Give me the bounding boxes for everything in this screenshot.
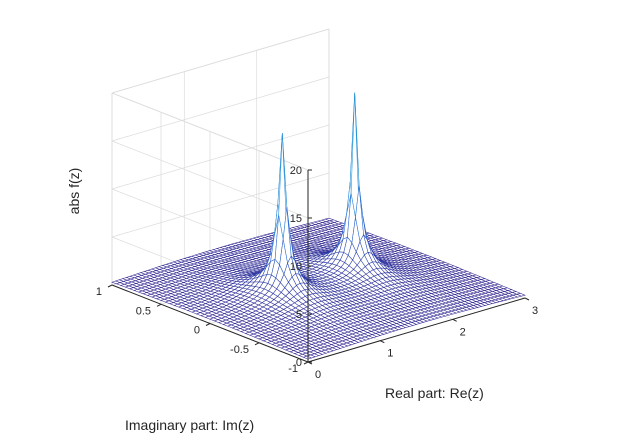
box-edge	[111, 92, 309, 171]
x-axis-line	[307, 297, 526, 363]
x-tick-mark	[380, 340, 385, 344]
y-tick-label: 1	[96, 286, 102, 298]
y-tick-mark	[205, 323, 211, 326]
y-tick-mark	[156, 303, 162, 307]
x-tick-label: 0	[315, 369, 321, 381]
x-tick-mark	[452, 318, 457, 322]
x-axis-label: Real part: Re(z)	[385, 385, 484, 401]
surface-mesh	[111, 92, 526, 360]
y-tick-label: 0.5	[136, 305, 151, 317]
y-axis-label: Imaginary part: Im(z)	[125, 417, 254, 433]
z-tick-label: 15	[290, 213, 302, 225]
x-tick-label: 3	[532, 305, 538, 317]
x-tick-mark	[307, 361, 313, 365]
y-tick-label: -0.5	[230, 344, 249, 356]
z-tick-label: 5	[296, 309, 302, 321]
y-tick-label: -1	[288, 363, 298, 375]
z-axis-label: abs f(z)	[66, 168, 82, 215]
axis-layer: 0 5 10 15 20 0 1 2 3 -1 -0.5 0 0.5 1	[96, 165, 538, 381]
y-tick-label: 0	[194, 325, 200, 337]
z-tick-label: 0	[296, 357, 302, 369]
y-tick-mark	[254, 342, 260, 346]
z-tick-label: 20	[290, 165, 302, 177]
box-edge	[111, 28, 330, 94]
surface-cell	[516, 293, 526, 297]
gridline-z-back	[111, 172, 330, 238]
z-tick-label: 10	[290, 261, 302, 273]
y-tick-mark	[107, 284, 113, 288]
y-tick-mark	[303, 361, 309, 365]
gridline-z-back	[111, 124, 330, 190]
x-tick-label: 2	[460, 326, 466, 338]
gridline-z-back	[111, 76, 330, 142]
x-tick-label: 1	[387, 348, 393, 360]
x-tick-mark	[524, 297, 530, 301]
